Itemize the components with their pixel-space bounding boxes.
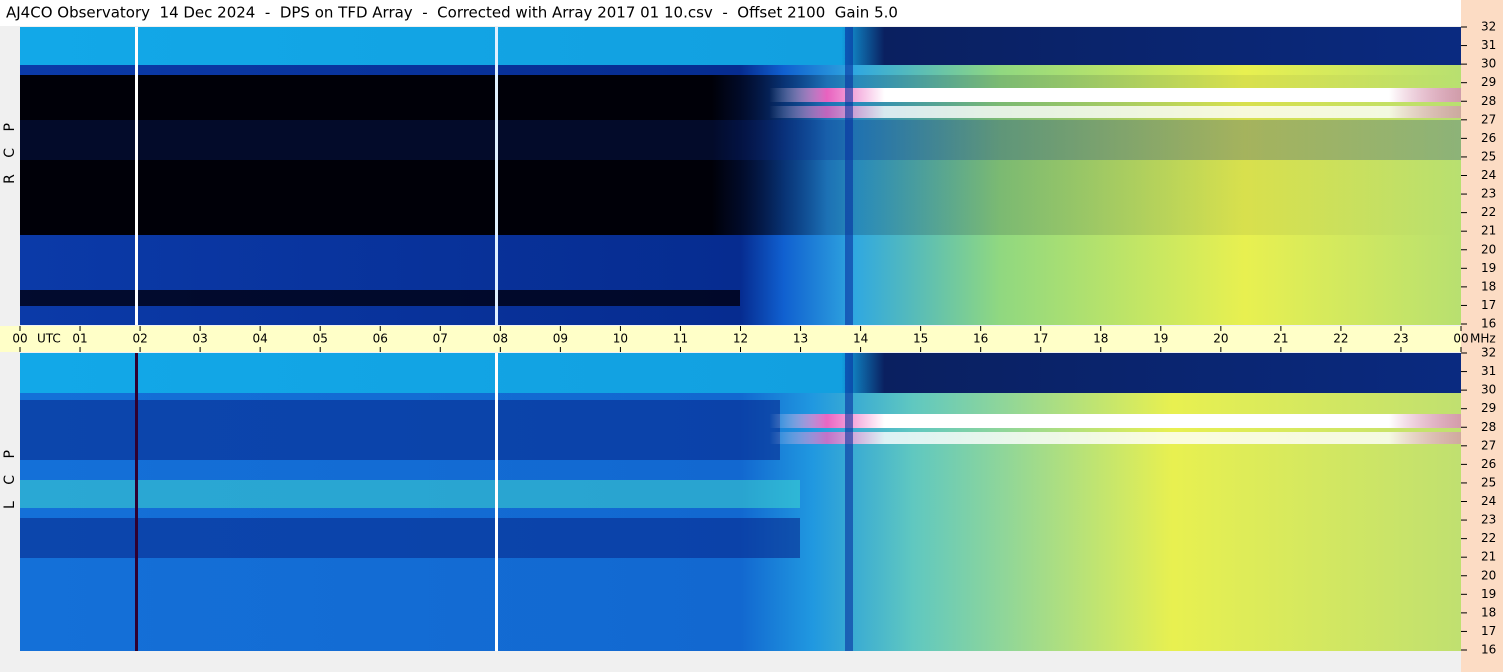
x-tick-label: 14 bbox=[853, 332, 868, 346]
x-tick-label: 03 bbox=[192, 332, 207, 346]
x-tick-label: 08 bbox=[493, 332, 508, 346]
x-tick-label: 00 bbox=[1453, 332, 1468, 346]
y-tick-label: 25 bbox=[1481, 475, 1496, 489]
x-unit: UTC bbox=[37, 332, 61, 346]
x-tick-label: 01 bbox=[72, 332, 87, 346]
x-tick-label: 11 bbox=[673, 332, 688, 346]
x-tick-label: 06 bbox=[373, 332, 388, 346]
y-tick-label: 22 bbox=[1481, 531, 1496, 545]
panel-label: L C P bbox=[2, 444, 18, 509]
y-tick-label: 24 bbox=[1481, 494, 1496, 508]
y-tick-label: 27 bbox=[1481, 438, 1496, 452]
x-tick-label: 05 bbox=[313, 332, 328, 346]
y-unit: MHz bbox=[1470, 332, 1496, 346]
x-tick-label: 12 bbox=[733, 332, 748, 346]
y-tick-label: 25 bbox=[1481, 149, 1496, 163]
y-tick-label: 29 bbox=[1481, 75, 1496, 89]
x-tick-label: 00 bbox=[12, 332, 27, 346]
x-tick-label: 13 bbox=[793, 332, 808, 346]
x-tick-label: 07 bbox=[433, 332, 448, 346]
y-tick-label: 27 bbox=[1481, 112, 1496, 126]
x-tick-label: 19 bbox=[1153, 332, 1168, 346]
y-tick-label: 19 bbox=[1481, 261, 1496, 275]
y-tick-label: 22 bbox=[1481, 205, 1496, 219]
y-tick-label: 24 bbox=[1481, 168, 1496, 182]
x-tick-label: 17 bbox=[1033, 332, 1048, 346]
y-tick-label: 18 bbox=[1481, 279, 1496, 293]
y-tick-label: 26 bbox=[1481, 457, 1496, 471]
y-tick-label: 21 bbox=[1481, 224, 1496, 238]
y-tick-label: 31 bbox=[1481, 364, 1496, 378]
x-tick-label: 04 bbox=[253, 332, 268, 346]
rcp-spectrogram bbox=[20, 27, 1461, 325]
x-tick-label: 09 bbox=[553, 332, 568, 346]
x-tick-label: 20 bbox=[1213, 332, 1228, 346]
x-tick-label: 22 bbox=[1333, 332, 1348, 346]
y-tick-label: 17 bbox=[1481, 624, 1496, 638]
y-tick-label: 32 bbox=[1481, 346, 1496, 360]
y-tick-label: 31 bbox=[1481, 38, 1496, 52]
title-bar bbox=[0, 0, 1503, 26]
y-tick-label: 28 bbox=[1481, 94, 1496, 108]
x-tick-label: 15 bbox=[913, 332, 928, 346]
y-tick-label: 26 bbox=[1481, 131, 1496, 145]
y-tick-label: 20 bbox=[1481, 568, 1496, 582]
y-tick-label: 28 bbox=[1481, 420, 1496, 434]
x-tick-label: 02 bbox=[132, 332, 147, 346]
y-tick-label: 21 bbox=[1481, 550, 1496, 564]
y-tick-label: 16 bbox=[1481, 317, 1496, 331]
x-tick-label: 18 bbox=[1093, 332, 1108, 346]
chart-title: AJ4CO Observatory 14 Dec 2024 - DPS on T… bbox=[6, 4, 898, 22]
y-tick-label: 23 bbox=[1481, 513, 1496, 527]
y-tick-label: 18 bbox=[1481, 605, 1496, 619]
panel-label: R C P bbox=[2, 117, 18, 184]
x-tick-label: 10 bbox=[613, 332, 628, 346]
y-tick-label: 20 bbox=[1481, 242, 1496, 256]
y-tick-label: 23 bbox=[1481, 187, 1496, 201]
y-tick-label: 16 bbox=[1481, 643, 1496, 657]
y-tick-label: 32 bbox=[1481, 20, 1496, 34]
y-tick-label: 30 bbox=[1481, 57, 1496, 71]
time-axis-bar bbox=[0, 326, 1461, 352]
y-tick-label: 29 bbox=[1481, 401, 1496, 415]
y-tick-label: 30 bbox=[1481, 383, 1496, 397]
x-tick-label: 23 bbox=[1393, 332, 1408, 346]
y-tick-label: 19 bbox=[1481, 587, 1496, 601]
axis-strip bbox=[1461, 0, 1503, 672]
lcp-spectrogram bbox=[20, 353, 1461, 651]
x-tick-label: 16 bbox=[973, 332, 988, 346]
x-tick-label: 21 bbox=[1273, 332, 1288, 346]
y-tick-label: 17 bbox=[1481, 298, 1496, 312]
